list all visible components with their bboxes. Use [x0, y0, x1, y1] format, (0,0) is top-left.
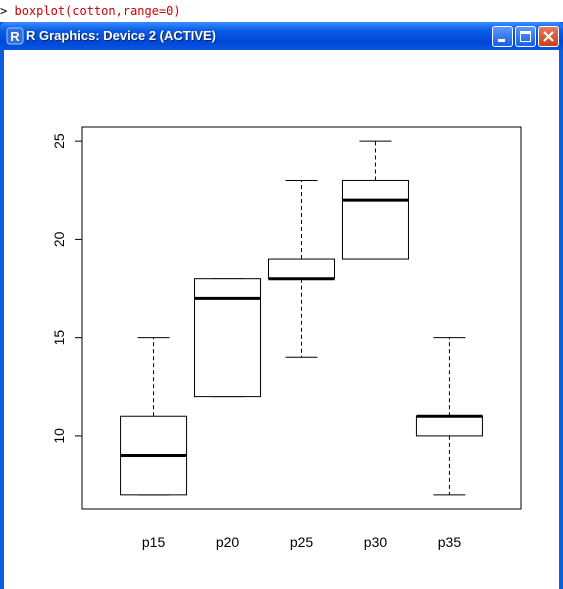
- y-tick-label: 25: [51, 133, 67, 149]
- box-p35: [415, 415, 483, 437]
- y-tick-label: 15: [51, 330, 67, 346]
- minimize-button[interactable]: [492, 26, 513, 47]
- x-tick-label: p30: [364, 534, 388, 550]
- x-tick-label: p35: [438, 534, 462, 550]
- minimize-icon: [498, 39, 505, 42]
- box-p25: [268, 258, 335, 280]
- maximize-button[interactable]: [515, 26, 536, 47]
- box-p30: [341, 179, 409, 260]
- box-p20: [194, 278, 262, 398]
- x-tick-label: p25: [290, 534, 314, 550]
- console-prompt: >: [0, 4, 8, 18]
- r-app-icon: R: [6, 27, 24, 45]
- console-command: boxplot(cotton,range=0): [14, 4, 181, 18]
- y-tick-label: 10: [51, 428, 67, 444]
- graphics-canvas: 10 15 20 25 p15 p20 p25 p30 p35: [4, 50, 559, 589]
- x-tick-label: p15: [142, 534, 166, 550]
- r-app-icon-letter: R: [10, 29, 20, 44]
- window-title: R Graphics: Device 2 (ACTIVE): [26, 28, 216, 43]
- plot-frame: [81, 126, 522, 510]
- x-tick-label: p20: [216, 534, 240, 550]
- maximize-icon: [520, 31, 531, 42]
- y-tick-label: 20: [51, 231, 67, 247]
- console-command-line: > boxplot(cotton,range=0): [0, 0, 563, 22]
- close-icon: [543, 31, 554, 42]
- graphics-window: R R Graphics: Device 2 (ACTIVE) 10 15 20 25…: [0, 22, 563, 589]
- title-bar[interactable]: R R Graphics: Device 2 (ACTIVE): [0, 22, 563, 50]
- close-button[interactable]: [538, 26, 559, 47]
- boxplot-chart: 10 15 20 25 p15 p20 p25 p30 p35: [51, 126, 522, 550]
